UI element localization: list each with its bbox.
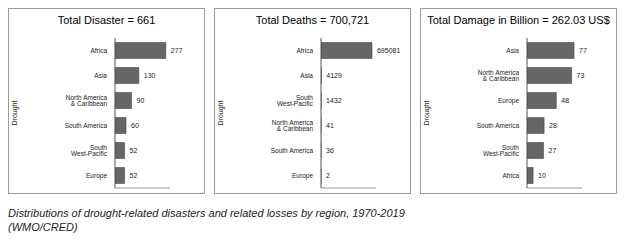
svg-text:4129: 4129: [326, 72, 342, 79]
svg-text:North America& Caribbean: North America& Caribbean: [478, 69, 520, 83]
svg-text:SouthWest-Pacific: SouthWest-Pacific: [483, 144, 520, 158]
svg-text:South America: South America: [65, 122, 108, 129]
svg-text:South America: South America: [477, 122, 520, 129]
svg-text:36: 36: [326, 147, 334, 154]
svg-text:Drought: Drought: [423, 100, 431, 125]
svg-text:Africa: Africa: [502, 172, 519, 179]
svg-text:Africa: Africa: [296, 47, 313, 54]
svg-text:North America& Caribbean: North America& Caribbean: [272, 119, 314, 132]
svg-text:SouthWest-Pacific: SouthWest-Pacific: [71, 144, 108, 158]
svg-text:52: 52: [130, 147, 138, 154]
svg-text:Drought: Drought: [217, 100, 225, 125]
svg-text:Asia: Asia: [300, 72, 313, 79]
svg-text:27: 27: [549, 147, 557, 154]
svg-text:48: 48: [561, 97, 569, 104]
svg-text:90: 90: [137, 97, 145, 104]
html-text:Total Disaster = 661: Total Disaster = 661: [57, 14, 156, 26]
svg-text:77: 77: [579, 47, 587, 54]
svg-text:Asia: Asia: [506, 47, 519, 54]
svg-text:52: 52: [130, 172, 138, 179]
svg-text:Africa: Africa: [90, 47, 107, 54]
svg-text:Europe: Europe: [86, 172, 107, 180]
svg-text:277: 277: [171, 47, 183, 54]
svg-text:28: 28: [549, 122, 557, 129]
svg-text:1432: 1432: [326, 97, 342, 104]
html-text:Distributions of drought-relat: Distributions of drought-related disaste…: [8, 207, 405, 233]
html-text:Total Damage in Billion = 262.: Total Damage in Billion = 262.03 US$: [427, 14, 610, 26]
svg-text:SouthWest-Pacific: SouthWest-Pacific: [277, 94, 314, 108]
svg-text:60: 60: [131, 122, 139, 129]
svg-text:Europe: Europe: [292, 172, 313, 180]
svg-text:Europe: Europe: [498, 97, 519, 105]
svg-text:10: 10: [538, 172, 546, 179]
svg-text:Asia: Asia: [94, 72, 107, 79]
svg-text:North America& Caribbean: North America& Caribbean: [66, 94, 108, 108]
svg-text:South America: South America: [271, 147, 314, 154]
svg-text:130: 130: [144, 72, 156, 79]
html-text:Total Deaths = 700,721: Total Deaths = 700,721: [255, 14, 370, 26]
svg-text:Drought: Drought: [11, 100, 19, 125]
svg-text:2: 2: [326, 172, 330, 179]
svg-text:695081: 695081: [377, 47, 400, 54]
svg-text:41: 41: [326, 122, 334, 129]
svg-text:73: 73: [577, 72, 585, 79]
